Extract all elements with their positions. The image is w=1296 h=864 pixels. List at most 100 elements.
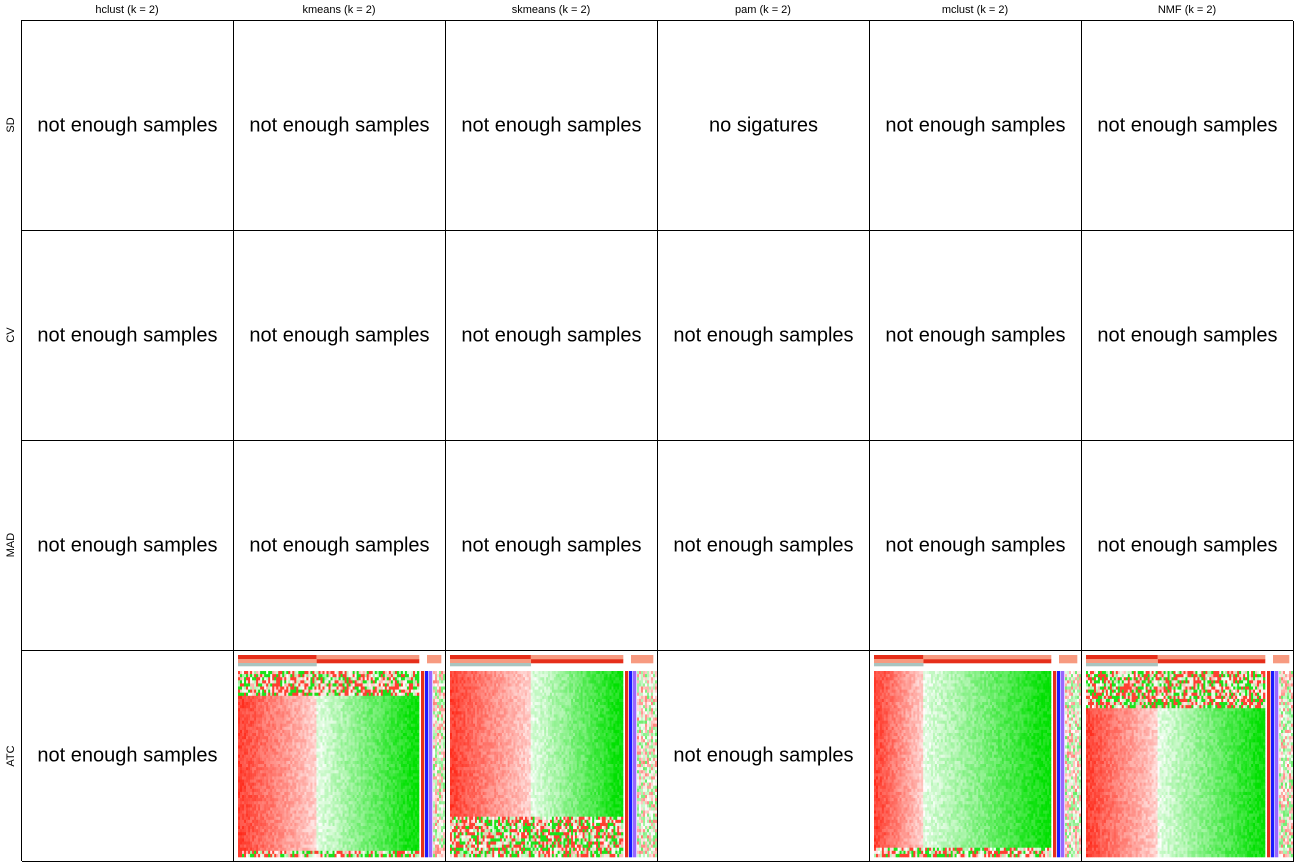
heatmap-cell bbox=[364, 736, 368, 740]
heatmap-cell bbox=[264, 801, 267, 805]
heatmap-cell bbox=[372, 841, 376, 845]
heatmap-cell bbox=[298, 705, 301, 709]
heatmap-cell bbox=[266, 757, 269, 762]
heatmap-cell bbox=[252, 773, 255, 777]
heatmap-cell bbox=[272, 723, 275, 728]
heatmap-cell bbox=[256, 736, 259, 740]
heatmap-cell bbox=[346, 689, 349, 693]
heatmap-cell bbox=[322, 801, 325, 805]
heatmap-cell bbox=[276, 764, 279, 768]
heatmap-cell bbox=[390, 764, 394, 768]
heatmap-cell bbox=[310, 671, 313, 675]
heatmap-cell bbox=[242, 714, 245, 718]
heatmap-cell bbox=[320, 773, 323, 777]
heatmap-cell bbox=[304, 739, 307, 743]
heatmap-cell bbox=[298, 850, 301, 855]
heatmap-cell bbox=[398, 816, 402, 821]
heatmap-cell bbox=[364, 757, 368, 762]
heatmap-cell bbox=[374, 841, 378, 845]
heatmap-cell bbox=[306, 692, 309, 697]
heatmap-cell bbox=[388, 779, 392, 783]
heatmap-cell bbox=[328, 726, 331, 731]
heatmap-cell bbox=[258, 695, 261, 700]
heatmap-cell bbox=[322, 773, 325, 777]
heatmap-cell bbox=[316, 711, 319, 715]
heatmap-cell bbox=[382, 723, 386, 728]
heatmap-cell bbox=[324, 677, 327, 681]
heatmap-cell bbox=[396, 776, 400, 780]
heatmap-cell bbox=[328, 822, 331, 827]
heatmap-cell bbox=[398, 695, 402, 700]
heatmap-cell bbox=[280, 847, 283, 852]
heatmap-cell bbox=[266, 810, 269, 814]
heatmap-cell bbox=[324, 692, 327, 697]
heatmap-cell bbox=[274, 760, 277, 765]
heatmap-cell bbox=[272, 822, 275, 827]
heatmap-cell bbox=[264, 826, 267, 830]
heatmap-cell bbox=[334, 804, 337, 808]
heatmap-cell bbox=[386, 847, 390, 852]
heatmap-cell bbox=[296, 754, 299, 759]
heatmap-cell bbox=[318, 714, 321, 718]
heatmap-cell bbox=[276, 671, 279, 675]
heatmap-cell bbox=[272, 844, 275, 848]
heatmap-cell bbox=[378, 816, 382, 821]
heatmap-cell bbox=[300, 813, 303, 817]
heatmap-cell bbox=[310, 813, 313, 817]
heatmap-cell bbox=[330, 816, 333, 821]
heatmap-cell bbox=[268, 702, 271, 706]
heatmap-cell bbox=[254, 826, 257, 830]
heatmap-cell bbox=[294, 705, 297, 709]
heatmap-cell bbox=[384, 677, 388, 681]
heatmap-cell bbox=[322, 683, 325, 687]
heatmap-cell bbox=[328, 683, 331, 687]
heatmap-cell bbox=[384, 742, 388, 746]
heatmap-cell bbox=[346, 702, 349, 706]
heatmap-cell bbox=[314, 760, 317, 765]
heatmap-cell bbox=[254, 776, 257, 780]
heatmap-cell bbox=[396, 807, 400, 811]
heatmap-cell bbox=[350, 826, 353, 830]
heatmap-cell bbox=[276, 773, 279, 777]
heatmap-cell bbox=[324, 785, 327, 790]
heatmap-cell bbox=[402, 686, 406, 690]
heatmap-cell bbox=[268, 822, 271, 827]
heatmap-cell bbox=[264, 850, 267, 855]
heatmap-cell bbox=[252, 754, 255, 759]
heatmap-cell bbox=[400, 692, 404, 697]
heatmap-cell bbox=[366, 726, 370, 731]
heatmap-cell bbox=[280, 702, 283, 706]
heatmap-cell bbox=[364, 776, 368, 780]
heatmap-cell bbox=[336, 822, 339, 827]
heatmap-cell bbox=[380, 748, 384, 752]
heatmap-cell bbox=[248, 841, 251, 845]
heatmap-cell bbox=[364, 801, 368, 805]
heatmap-cell bbox=[310, 810, 313, 814]
heatmap-cell bbox=[268, 745, 271, 749]
heatmap-cell bbox=[398, 795, 402, 799]
heatmap-cell bbox=[338, 720, 341, 724]
heatmap-cell bbox=[360, 819, 363, 824]
heatmap-cell bbox=[282, 779, 285, 783]
heatmap-cell bbox=[316, 757, 319, 762]
heatmap-cell bbox=[346, 671, 349, 675]
heatmap-cell bbox=[282, 720, 285, 724]
heatmap-cell bbox=[320, 804, 323, 808]
heatmap-cell bbox=[374, 782, 378, 786]
heatmap-cell bbox=[388, 850, 392, 855]
heatmap-cell bbox=[278, 819, 281, 824]
heatmap-cell bbox=[392, 835, 396, 839]
heatmap-cell bbox=[340, 705, 343, 709]
heatmap-cell bbox=[366, 816, 370, 821]
heatmap-cell bbox=[278, 835, 281, 839]
heatmap-cell bbox=[358, 767, 361, 771]
heatmap-cell bbox=[344, 742, 347, 746]
heatmap-cell bbox=[342, 683, 345, 687]
heatmap-cell bbox=[312, 822, 315, 827]
heatmap-cell bbox=[368, 742, 372, 746]
heatmap-cell bbox=[326, 807, 329, 811]
heatmap-cell bbox=[294, 733, 297, 737]
heatmap-cell bbox=[372, 733, 376, 737]
heatmap-cell bbox=[266, 776, 269, 780]
heatmap-cell bbox=[366, 745, 370, 749]
